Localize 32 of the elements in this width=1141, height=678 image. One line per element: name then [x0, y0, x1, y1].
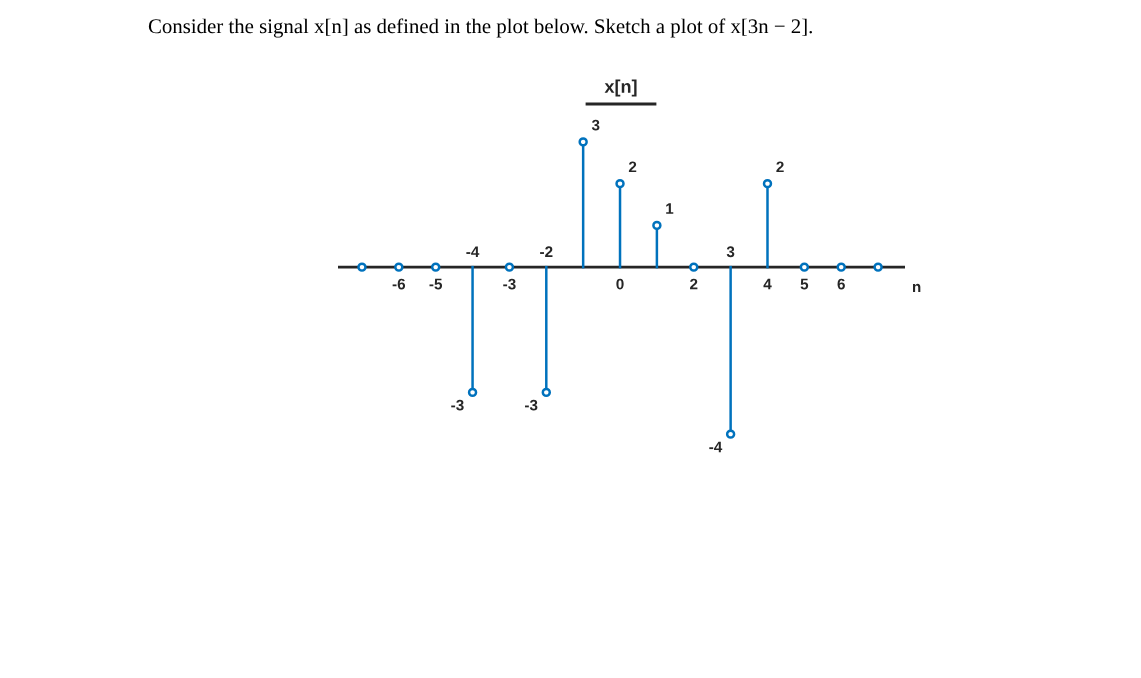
data-label: -3: [524, 399, 538, 411]
x-tick-label: 2: [690, 278, 698, 290]
x-tick-label: 4: [763, 278, 772, 290]
data-label: 3: [591, 119, 600, 131]
x-tick-label: -6: [392, 278, 406, 290]
point: [725, 429, 736, 439]
data-label: -3: [451, 399, 464, 411]
x-tick-label: 6: [837, 278, 845, 290]
text: Consider the signal x[n] as defined in the plot below. Sketch a plot of x[3n − 2].: [148, 18, 812, 38]
x-tick-label: 5: [800, 278, 809, 290]
point: [504, 262, 515, 272]
point: [615, 178, 625, 189]
chart-title: x[n]: [604, 79, 637, 97]
point: [541, 387, 552, 398]
x-tick-label: -4: [466, 246, 480, 258]
x-tick-label: -2: [540, 246, 553, 258]
data-label: -4: [709, 441, 723, 453]
point: [799, 262, 810, 272]
point: [467, 387, 478, 398]
point: [689, 262, 699, 272]
data-label: 2: [776, 161, 784, 173]
x-axis-title: n: [912, 283, 921, 293]
x-tick-label: -3: [503, 278, 516, 290]
x-tick-label: 0: [616, 278, 624, 290]
x-tick-label: -5: [429, 278, 443, 290]
x-tick-label: 3: [726, 246, 735, 258]
data-label: 2: [628, 161, 637, 173]
point: [430, 262, 441, 272]
point: [652, 220, 662, 231]
point: [762, 178, 773, 189]
data-label: 1: [666, 203, 674, 214]
point: [578, 137, 588, 147]
